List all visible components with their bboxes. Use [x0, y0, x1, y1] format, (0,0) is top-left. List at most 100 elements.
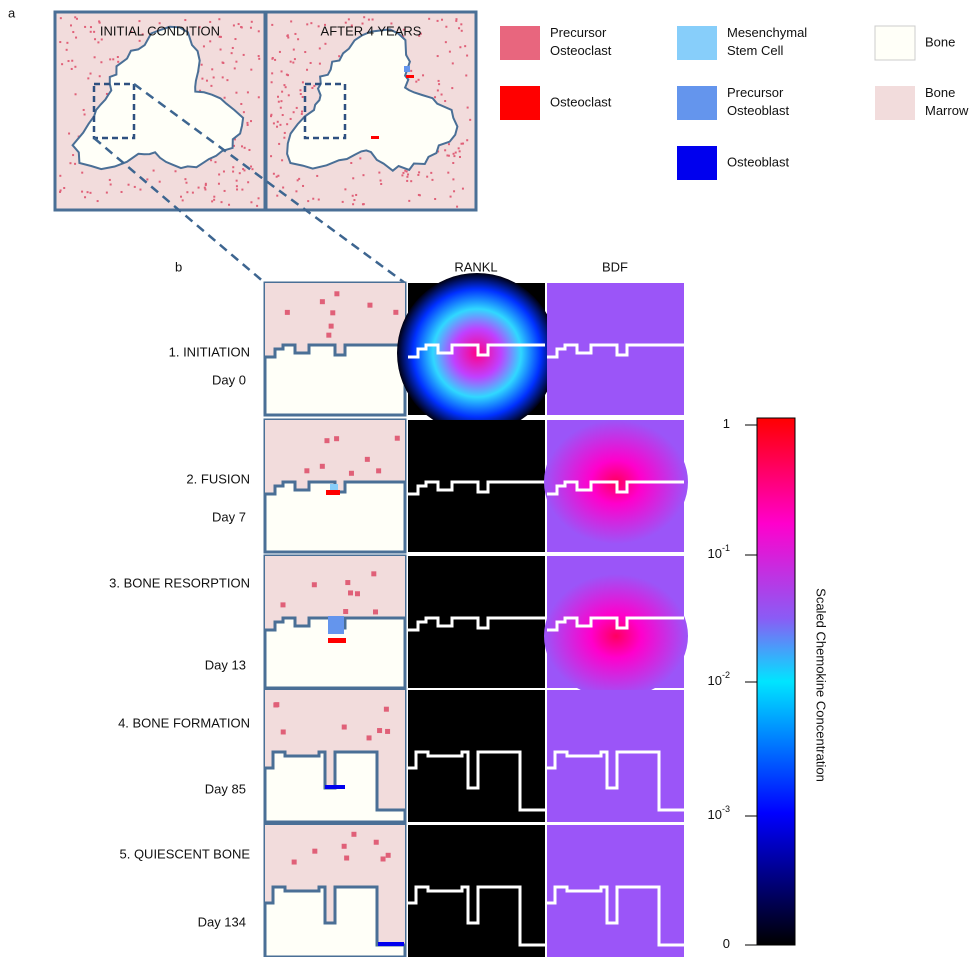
- cell-dot: [98, 20, 100, 22]
- cell-dot: [175, 170, 177, 172]
- legend-swatch: [875, 26, 915, 60]
- cell-dot: [406, 176, 408, 178]
- cell-dot: [74, 163, 76, 165]
- cell-dot: [201, 64, 203, 66]
- cell-dot: [182, 199, 184, 201]
- cell-dot: [241, 189, 243, 191]
- cell-dot: [459, 46, 461, 48]
- cell-dot: [184, 19, 186, 21]
- cell-dot: [117, 61, 119, 63]
- cell-dot: [367, 735, 372, 740]
- cell-dot: [248, 149, 250, 151]
- cell-dot: [284, 132, 286, 134]
- cell-dot: [244, 147, 246, 149]
- cell-dot: [273, 122, 275, 124]
- cell-dot: [334, 291, 339, 296]
- cell-dot: [296, 107, 298, 109]
- cell-dot: [352, 177, 354, 179]
- cell-dot: [430, 172, 432, 174]
- cell-dot: [372, 18, 374, 20]
- cell-dot: [428, 18, 430, 20]
- cell-dot: [365, 457, 370, 462]
- cell-dot: [205, 184, 207, 186]
- cell-dot: [373, 609, 378, 614]
- cell-dot: [458, 147, 460, 149]
- cell-dot: [61, 63, 63, 65]
- cell-dot: [311, 87, 313, 89]
- panel-title: AFTER 4 YEARS: [321, 23, 422, 38]
- cell-dot: [72, 154, 74, 156]
- cell-dot: [185, 182, 187, 184]
- preosteoblast: [404, 66, 410, 72]
- cell-dot: [274, 59, 276, 61]
- cell-dot: [240, 103, 242, 105]
- colorbar-tick-label: 10-2: [708, 670, 730, 688]
- cell-dot: [290, 118, 292, 120]
- stage-name: 3. BONE RESORPTION: [109, 575, 250, 590]
- cell-dot: [418, 194, 420, 196]
- cell-dot: [453, 153, 455, 155]
- cell-dot: [466, 139, 468, 141]
- cell-dot: [90, 31, 92, 33]
- cell-dot: [273, 173, 275, 175]
- cell-dot: [90, 26, 92, 28]
- cell-dot: [236, 188, 238, 190]
- cell-dot: [84, 26, 86, 28]
- cell-dot: [445, 41, 447, 43]
- cell-dot: [415, 81, 417, 83]
- cell-dot: [294, 33, 296, 35]
- cell-dot: [310, 62, 312, 64]
- cell-dot: [359, 157, 361, 159]
- cell-dot: [146, 178, 148, 180]
- cell-dot: [224, 190, 226, 192]
- cell-dot: [109, 179, 111, 181]
- cell-dot: [448, 143, 450, 145]
- cell-dot: [350, 162, 352, 164]
- cell-dot: [304, 468, 309, 473]
- cell-dot: [312, 582, 317, 587]
- legend-swatch: [677, 26, 717, 60]
- stage-name: 4. BONE FORMATION: [118, 715, 250, 730]
- cell-dot: [271, 72, 273, 74]
- cell-dot: [353, 199, 355, 201]
- cell-dot: [250, 120, 252, 122]
- cell-dot: [395, 436, 400, 441]
- column-title: BDF: [602, 259, 628, 274]
- cell-dot: [301, 111, 303, 113]
- cell-dot: [319, 63, 321, 65]
- osteoblast: [378, 942, 404, 946]
- cell-dot: [101, 38, 103, 40]
- cell-dot: [250, 27, 252, 29]
- cell-dot: [232, 171, 234, 173]
- cell-dot: [444, 149, 446, 151]
- cell-dot: [121, 191, 123, 193]
- cell-dot: [348, 18, 350, 20]
- cell-dot: [94, 38, 96, 40]
- cell-dot: [285, 86, 287, 88]
- cell-dot: [462, 188, 464, 190]
- cell-dot: [139, 40, 141, 42]
- osteoclast: [326, 490, 340, 495]
- cell-dot: [106, 192, 108, 194]
- cell-dot: [100, 61, 102, 63]
- cell-dot: [211, 200, 213, 202]
- cell-dot: [345, 580, 350, 585]
- cell-dot: [453, 155, 455, 157]
- cell-dot: [281, 70, 283, 72]
- cell-dot: [63, 187, 65, 189]
- cell-dot: [464, 45, 466, 47]
- cell-dot: [410, 180, 412, 182]
- cell-dot: [462, 143, 464, 145]
- cell-dot: [242, 168, 244, 170]
- cell-dot: [362, 203, 364, 205]
- cell-dot: [241, 145, 243, 147]
- cell-dot: [320, 299, 325, 304]
- cell-dot: [393, 310, 398, 315]
- cell-dot: [206, 80, 208, 82]
- cell-dot: [66, 49, 68, 51]
- cell-dot: [320, 464, 325, 469]
- cell-dot: [213, 76, 215, 78]
- cell-dot: [377, 728, 382, 733]
- cell-dot: [285, 310, 290, 315]
- cell-dot: [324, 438, 329, 443]
